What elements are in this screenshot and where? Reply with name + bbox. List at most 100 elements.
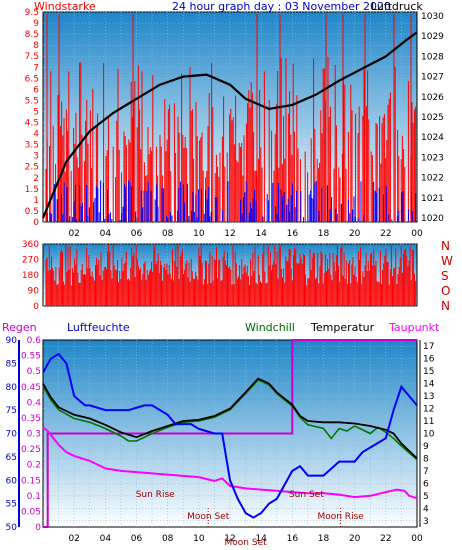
hour-tick-label-top: 12 — [224, 229, 235, 239]
hour-tick-label-bottom: 10 — [193, 534, 205, 544]
temperature-tick-label: 14 — [423, 380, 435, 390]
hour-tick-label-top: 20 — [349, 229, 361, 239]
wind-axis-title: Windstarke — [34, 0, 96, 13]
wind-tick-label: 8 — [33, 41, 39, 51]
rain-tick-label: 0.15 — [21, 476, 41, 486]
humidity-tick-label: 75 — [6, 406, 17, 416]
hour-tick-label-top: 06 — [131, 229, 143, 239]
pressure-tick-label: 1030 — [421, 12, 444, 22]
hour-tick-label-top: 18 — [318, 229, 330, 239]
humidity-tick-label: 65 — [6, 453, 17, 463]
wind-tick-label: 2.5 — [25, 163, 39, 173]
hour-tick-label-top: 16 — [287, 229, 299, 239]
wind-tick-label: 7 — [33, 63, 39, 73]
series-lines — [41, 31, 418, 528]
astro-annotations: Sun Rise Moon Set Sun Set Moon Rise Moon Set — [136, 490, 365, 548]
wind-tick-label: 3 — [33, 152, 39, 162]
temperature-tick-label: 17 — [423, 342, 434, 352]
humidity-tick-label: 50 — [6, 523, 18, 533]
humidity-tick-label: 90 — [6, 336, 18, 346]
hour-tick-label-bottom: 12 — [224, 534, 235, 544]
temperature-tick-label: 13 — [423, 392, 434, 402]
astro-label: Moon Set — [225, 538, 268, 548]
pressure-tick-label: 1023 — [421, 153, 444, 163]
hour-tick-label-top: 04 — [100, 229, 112, 239]
direction-tick-label: 360 — [22, 240, 39, 250]
wind-tick-label: 3.5 — [25, 141, 39, 151]
humidity-tick-label: 60 — [6, 476, 18, 486]
pressure-tick-label: 1027 — [421, 73, 444, 83]
wind-tick-label: 9 — [33, 19, 39, 29]
temperature-tick-label: 3 — [423, 517, 429, 527]
humidity-tick-label: 80 — [6, 383, 18, 393]
astro-label: Sun Rise — [136, 490, 175, 500]
humidity-tick-label: 70 — [6, 430, 18, 440]
hour-tick-label-top: 00 — [411, 229, 423, 239]
direction-tick-label: 180 — [22, 271, 39, 281]
hour-tick-label-bottom: 08 — [162, 534, 174, 544]
direction-tick-label: 90 — [28, 287, 40, 297]
compass-letter: O — [441, 284, 450, 298]
regen-line — [43, 339, 417, 528]
rain-tick-label: 0.25 — [21, 445, 41, 455]
temperature-tick-label: 10 — [423, 430, 435, 440]
temperature-tick-label: 12 — [423, 405, 434, 415]
hour-tick-label-bottom: 00 — [411, 534, 423, 544]
compass-letter: N — [441, 239, 450, 253]
temperature-tick-label: 4 — [423, 504, 429, 514]
legend-windchill: Windchill — [245, 321, 295, 334]
hour-tick-label-bottom: 22 — [380, 534, 391, 544]
chart-title: 24 hour graph day : 03 November 2020 — [172, 0, 391, 13]
rain-tick-label: 0.55 — [21, 352, 41, 362]
temperature-tick-label: 5 — [423, 492, 429, 502]
rain-tick-label: 0.45 — [21, 383, 41, 393]
rain-tick-label: 0.1 — [27, 492, 41, 502]
hour-tick-label-bottom: 06 — [131, 534, 143, 544]
astro-label: Sun Set — [289, 490, 324, 500]
wind-tick-label: 6.5 — [25, 74, 39, 84]
wind-tick-label: 9.5 — [25, 8, 39, 18]
pressure-tick-label: 1025 — [421, 113, 444, 123]
pressure-tick-label: 1029 — [421, 32, 444, 42]
wind-tick-label: 6 — [33, 85, 39, 95]
hour-tick-label-bottom: 04 — [100, 534, 112, 544]
hour-tick-label-top: 10 — [193, 229, 205, 239]
astro-label: Moon Set — [187, 512, 230, 522]
temperature-tick-label: 11 — [423, 417, 434, 427]
temperature-tick-label: 8 — [423, 454, 429, 464]
pressure-line — [41, 31, 418, 219]
pressure-tick-label: 1021 — [421, 194, 444, 204]
temperature-tick-label: 6 — [423, 479, 429, 489]
wind-tick-label: 1 — [33, 196, 39, 206]
hour-tick-label-bottom: 20 — [349, 534, 361, 544]
taupunkt-line — [42, 426, 418, 500]
rain-tick-label: 0.6 — [27, 336, 42, 346]
legend-temperatur: Temperatur — [310, 321, 375, 334]
pressure-axis-title: Luftdruck — [371, 0, 423, 13]
rain-tick-label: 0.5 — [27, 367, 41, 377]
humidity-tick-label: 55 — [6, 500, 17, 510]
hour-tick-label-bottom: 14 — [255, 534, 267, 544]
rain-tick-label: 0.4 — [27, 398, 42, 408]
wind-tick-label: 0 — [33, 218, 39, 228]
rain-tick-label: 0 — [35, 523, 41, 533]
wind-tick-label: 4.5 — [25, 119, 39, 129]
pressure-tick-label: 1020 — [421, 214, 444, 224]
compass-letter: W — [441, 254, 453, 268]
pressure-tick-label: 1022 — [421, 174, 444, 184]
legend-taupunkt: Taupunkt — [388, 321, 440, 334]
rain-tick-label: 0.3 — [27, 430, 41, 440]
temperature-tick-label: 7 — [423, 467, 429, 477]
compass-letter: N — [441, 299, 450, 313]
legend-luftfeuchte: Luftfeuchte — [67, 321, 130, 334]
astro-label: Moon Rise — [317, 512, 364, 522]
wind-tick-label: 5.5 — [25, 96, 39, 106]
wind-tick-label: 4 — [33, 130, 39, 140]
pressure-tick-label: 1026 — [421, 93, 444, 103]
wind-tick-label: 8.5 — [25, 30, 39, 40]
legend-regen: Regen — [2, 321, 37, 334]
temperatur-line — [42, 377, 418, 460]
wind-speed-bars — [45, 14, 417, 222]
